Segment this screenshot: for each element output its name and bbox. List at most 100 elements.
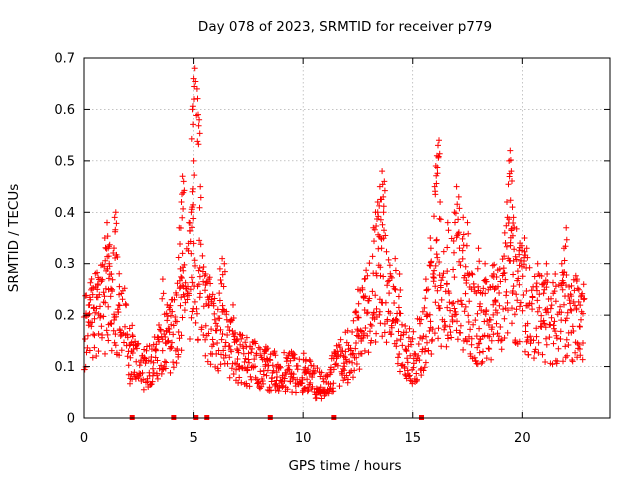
data-point xyxy=(540,290,547,297)
data-point xyxy=(474,265,481,272)
data-point xyxy=(355,286,361,293)
data-point xyxy=(548,314,555,321)
data-point xyxy=(247,373,254,380)
data-point xyxy=(291,355,298,361)
data-point xyxy=(235,349,242,356)
data-point xyxy=(528,287,535,294)
data-point xyxy=(438,343,445,350)
data-point xyxy=(286,366,293,373)
data-point xyxy=(199,252,206,259)
data-point xyxy=(146,342,153,349)
data-point xyxy=(195,281,202,288)
data-point xyxy=(490,271,497,277)
data-point xyxy=(408,341,415,348)
data-point xyxy=(565,342,572,348)
data-point xyxy=(104,331,111,338)
data-point xyxy=(299,376,306,383)
data-point xyxy=(428,258,435,265)
data-point xyxy=(435,142,441,149)
data-point xyxy=(130,346,137,353)
data-point xyxy=(353,309,360,316)
data-point xyxy=(305,387,312,394)
data-point xyxy=(421,304,428,311)
data-point xyxy=(211,310,218,317)
data-point xyxy=(432,262,439,269)
data-point xyxy=(436,215,443,222)
data-point xyxy=(192,262,198,269)
data-point xyxy=(340,353,347,360)
data-point xyxy=(459,235,466,242)
data-point xyxy=(572,272,579,279)
data-point xyxy=(449,317,456,323)
data-point xyxy=(453,327,460,334)
data-point xyxy=(483,307,490,314)
data-point xyxy=(305,366,312,373)
data-point xyxy=(500,306,507,313)
data-point xyxy=(505,307,511,314)
data-point xyxy=(481,277,488,284)
data-point xyxy=(111,214,118,221)
data-point xyxy=(503,222,510,229)
data-point xyxy=(576,346,583,352)
data-point xyxy=(417,320,423,327)
data-point xyxy=(140,376,147,383)
data-point xyxy=(436,150,443,157)
data-point xyxy=(202,336,209,343)
data-point xyxy=(202,352,209,359)
data-point xyxy=(342,348,349,355)
data-point xyxy=(257,346,264,353)
data-point xyxy=(160,290,167,297)
data-point xyxy=(154,357,161,364)
data-point xyxy=(372,209,379,216)
data-point xyxy=(266,384,273,391)
data-point xyxy=(330,388,337,395)
data-point xyxy=(474,344,481,351)
data-point xyxy=(246,359,252,366)
data-point xyxy=(114,254,121,260)
axis-ticks: 0 0.1 0.2 0.3 0.4 0.5 0.6 0.7 0 5 10 15 20 xyxy=(54,52,610,446)
data-point xyxy=(221,268,228,275)
data-point xyxy=(197,194,204,201)
data-point xyxy=(574,276,581,283)
data-point xyxy=(190,157,197,164)
data-point xyxy=(455,193,462,200)
data-point xyxy=(507,147,514,154)
data-point xyxy=(220,283,227,290)
data-point xyxy=(174,318,180,325)
data-point xyxy=(416,357,423,364)
data-point xyxy=(475,245,482,252)
data-point xyxy=(454,336,461,343)
data-point xyxy=(168,321,175,328)
data-point xyxy=(561,257,568,264)
data-point xyxy=(444,244,451,251)
data-point xyxy=(552,283,559,290)
data-point xyxy=(528,300,535,307)
data-point xyxy=(440,248,447,255)
data-point xyxy=(124,334,131,341)
y-tick-label: 0.3 xyxy=(54,257,75,272)
data-point xyxy=(217,326,224,333)
data-point xyxy=(568,307,575,314)
data-point xyxy=(164,301,171,308)
data-point xyxy=(444,332,451,339)
data-point xyxy=(207,280,214,287)
data-point xyxy=(444,268,451,275)
data-point xyxy=(211,295,218,302)
data-point xyxy=(189,308,196,315)
data-point xyxy=(168,312,174,319)
data-point xyxy=(290,371,297,378)
data-point xyxy=(281,378,288,384)
data-point xyxy=(196,273,203,280)
data-point xyxy=(540,317,547,324)
data-point xyxy=(505,181,512,188)
data-point xyxy=(344,327,351,334)
data-point xyxy=(317,384,324,391)
data-point xyxy=(550,340,557,347)
data-point xyxy=(216,265,223,272)
data-point xyxy=(538,312,545,319)
data-point xyxy=(144,343,150,350)
data-point xyxy=(139,369,146,376)
data-point xyxy=(512,253,519,260)
data-point xyxy=(193,85,200,92)
data-point xyxy=(260,371,267,378)
